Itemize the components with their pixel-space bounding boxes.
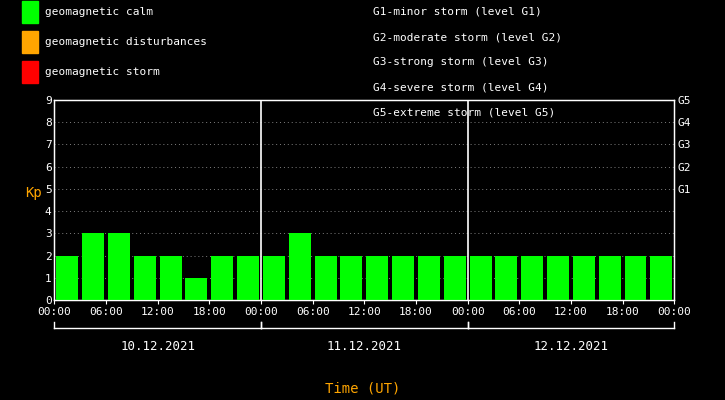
Bar <box>418 256 440 300</box>
Bar <box>366 256 388 300</box>
Text: G3-strong storm (level G3): G3-strong storm (level G3) <box>373 58 549 68</box>
Bar <box>289 233 311 300</box>
Bar <box>573 256 594 300</box>
Bar <box>444 256 465 300</box>
Bar <box>263 256 285 300</box>
Text: G5-extreme storm (level G5): G5-extreme storm (level G5) <box>373 108 555 118</box>
Text: 11.12.2021: 11.12.2021 <box>327 340 402 352</box>
Bar <box>134 256 156 300</box>
Text: geomagnetic storm: geomagnetic storm <box>45 67 160 77</box>
Text: 12.12.2021: 12.12.2021 <box>534 340 608 352</box>
Bar <box>624 256 647 300</box>
Bar <box>211 256 233 300</box>
Text: 10.12.2021: 10.12.2021 <box>120 340 195 352</box>
Bar <box>599 256 621 300</box>
Bar <box>521 256 543 300</box>
Bar <box>315 256 336 300</box>
Text: G1-minor storm (level G1): G1-minor storm (level G1) <box>373 7 542 17</box>
Text: G2-moderate storm (level G2): G2-moderate storm (level G2) <box>373 32 563 42</box>
Text: geomagnetic calm: geomagnetic calm <box>45 7 153 17</box>
Bar <box>547 256 569 300</box>
Text: geomagnetic disturbances: geomagnetic disturbances <box>45 37 207 47</box>
Bar <box>186 278 207 300</box>
Bar <box>650 256 672 300</box>
Bar <box>237 256 259 300</box>
Bar <box>392 256 414 300</box>
Bar <box>341 256 362 300</box>
Bar <box>108 233 130 300</box>
Bar <box>82 233 104 300</box>
Bar <box>57 256 78 300</box>
Bar <box>160 256 181 300</box>
Text: G4-severe storm (level G4): G4-severe storm (level G4) <box>373 83 549 93</box>
Bar <box>495 256 518 300</box>
Text: Time (UT): Time (UT) <box>325 381 400 395</box>
Bar <box>470 256 492 300</box>
Y-axis label: Kp: Kp <box>25 186 42 200</box>
